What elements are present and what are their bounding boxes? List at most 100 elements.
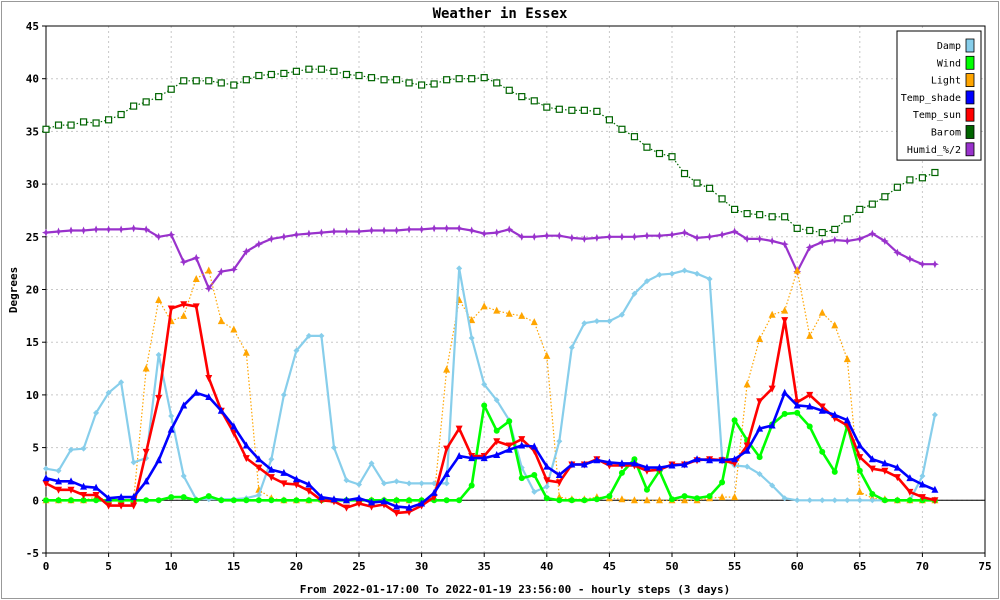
data-point-temp-shade	[618, 459, 626, 467]
data-point-temp-shade	[205, 393, 213, 401]
data-point-temp-shade	[255, 455, 263, 463]
data-point-wind	[493, 427, 500, 434]
data-point-barom	[593, 107, 601, 115]
data-point-wind	[894, 497, 901, 504]
data-point-damp	[68, 446, 75, 453]
data-point-barom	[580, 106, 588, 114]
y-tick-label: 45	[26, 20, 39, 33]
data-point-barom	[267, 70, 275, 79]
data-point-light	[180, 311, 188, 319]
data-point-temp-sun	[142, 448, 150, 456]
data-point-damp	[456, 265, 463, 272]
data-point-temp-shade	[117, 493, 125, 501]
data-point-temp-sun	[355, 500, 363, 508]
data-point-temp-shade	[443, 469, 451, 477]
data-point-barom	[605, 116, 614, 124]
data-point-temp-shade	[893, 463, 901, 471]
data-point-wind	[43, 497, 49, 504]
data-point-damp	[368, 460, 375, 467]
data-point-light	[806, 331, 814, 339]
data-point-temp-shade	[818, 406, 826, 414]
data-point-wind	[68, 497, 75, 504]
data-point-damp	[343, 477, 350, 484]
data-point-humid-2	[380, 226, 389, 235]
data-point-wind	[168, 494, 175, 501]
data-point-humid-2	[104, 225, 113, 234]
legend-label-temp-sun: Temp_sun	[913, 110, 961, 121]
data-point-temp-shade	[756, 424, 764, 432]
data-point-temp-sun	[881, 467, 889, 475]
data-point-humid-2	[417, 225, 426, 234]
data-point-wind	[681, 493, 688, 500]
x-axis-label: From 2022-01-17:00 To 2022-01-19 23:56:0…	[300, 583, 730, 596]
x-tick-label: 20	[290, 560, 303, 573]
data-point-barom	[480, 74, 488, 82]
data-point-wind	[731, 417, 738, 424]
data-point-light	[518, 311, 526, 319]
data-point-barom	[781, 213, 789, 221]
data-point-wind	[506, 418, 513, 425]
data-point-humid-2	[655, 231, 664, 240]
legend-swatch-barom	[965, 125, 975, 139]
data-point-barom	[505, 86, 513, 94]
data-point-humid-2	[329, 227, 338, 236]
data-point-humid-2	[567, 233, 576, 242]
x-tick-label: 50	[665, 560, 678, 573]
data-point-barom	[430, 80, 438, 88]
data-point-damp	[618, 311, 625, 318]
data-point-damp	[681, 267, 688, 274]
data-point-temp-shade	[305, 480, 313, 488]
data-point-temp-shade	[605, 458, 613, 466]
y-tick-label: 10	[26, 389, 39, 402]
series-layer	[42, 65, 939, 517]
data-point-temp-sun	[242, 455, 250, 463]
data-point-barom	[117, 110, 125, 119]
data-point-light	[655, 496, 663, 504]
data-point-temp-sun	[305, 487, 313, 495]
legend-label-humid-2: Humid_%/2	[907, 145, 961, 156]
series-humid-2	[42, 224, 939, 293]
data-point-barom	[42, 125, 50, 133]
data-point-wind	[531, 472, 538, 479]
data-point-humid-2	[542, 231, 551, 240]
data-point-wind	[669, 496, 675, 503]
data-point-wind	[794, 409, 801, 416]
data-point-temp-shade	[468, 454, 476, 462]
data-point-temp-sun	[105, 502, 113, 510]
data-point-damp	[418, 480, 425, 487]
data-point-temp-shade	[155, 456, 163, 464]
data-point-barom	[906, 176, 914, 184]
legend-swatch-temp-sun	[965, 107, 975, 122]
data-point-temp-shade	[743, 446, 751, 454]
data-point-humid-2	[142, 225, 151, 234]
data-point-humid-2	[480, 229, 489, 238]
data-point-temp-sun	[906, 488, 914, 496]
y-axis-label: Degrees	[7, 267, 20, 313]
data-point-humid-2	[167, 230, 176, 239]
data-point-wind	[406, 497, 413, 504]
data-point-temp-shade	[580, 460, 588, 468]
x-tick-label: 15	[227, 560, 240, 573]
data-point-barom	[793, 224, 801, 232]
legend-swatch-temp-shade	[965, 90, 975, 105]
data-point-humid-2	[768, 237, 777, 246]
data-point-temp-sun	[756, 398, 764, 406]
data-point-temp-shade	[906, 474, 914, 482]
data-point-light	[480, 302, 488, 310]
data-point-temp-shade	[330, 495, 338, 503]
y-tick-label: 20	[26, 284, 39, 297]
x-tick-label: 10	[165, 560, 178, 573]
data-point-temp-shade	[856, 441, 864, 449]
data-point-light	[155, 296, 163, 304]
data-point-humid-2	[668, 230, 676, 239]
data-point-humid-2	[179, 258, 188, 267]
data-point-wind	[468, 482, 475, 489]
data-point-damp	[393, 478, 400, 485]
data-point-wind	[606, 493, 613, 500]
data-point-wind	[618, 469, 625, 476]
data-point-damp	[255, 492, 262, 499]
data-point-temp-shade	[405, 503, 413, 511]
data-point-damp	[468, 334, 475, 341]
data-point-humid-2	[117, 225, 126, 234]
